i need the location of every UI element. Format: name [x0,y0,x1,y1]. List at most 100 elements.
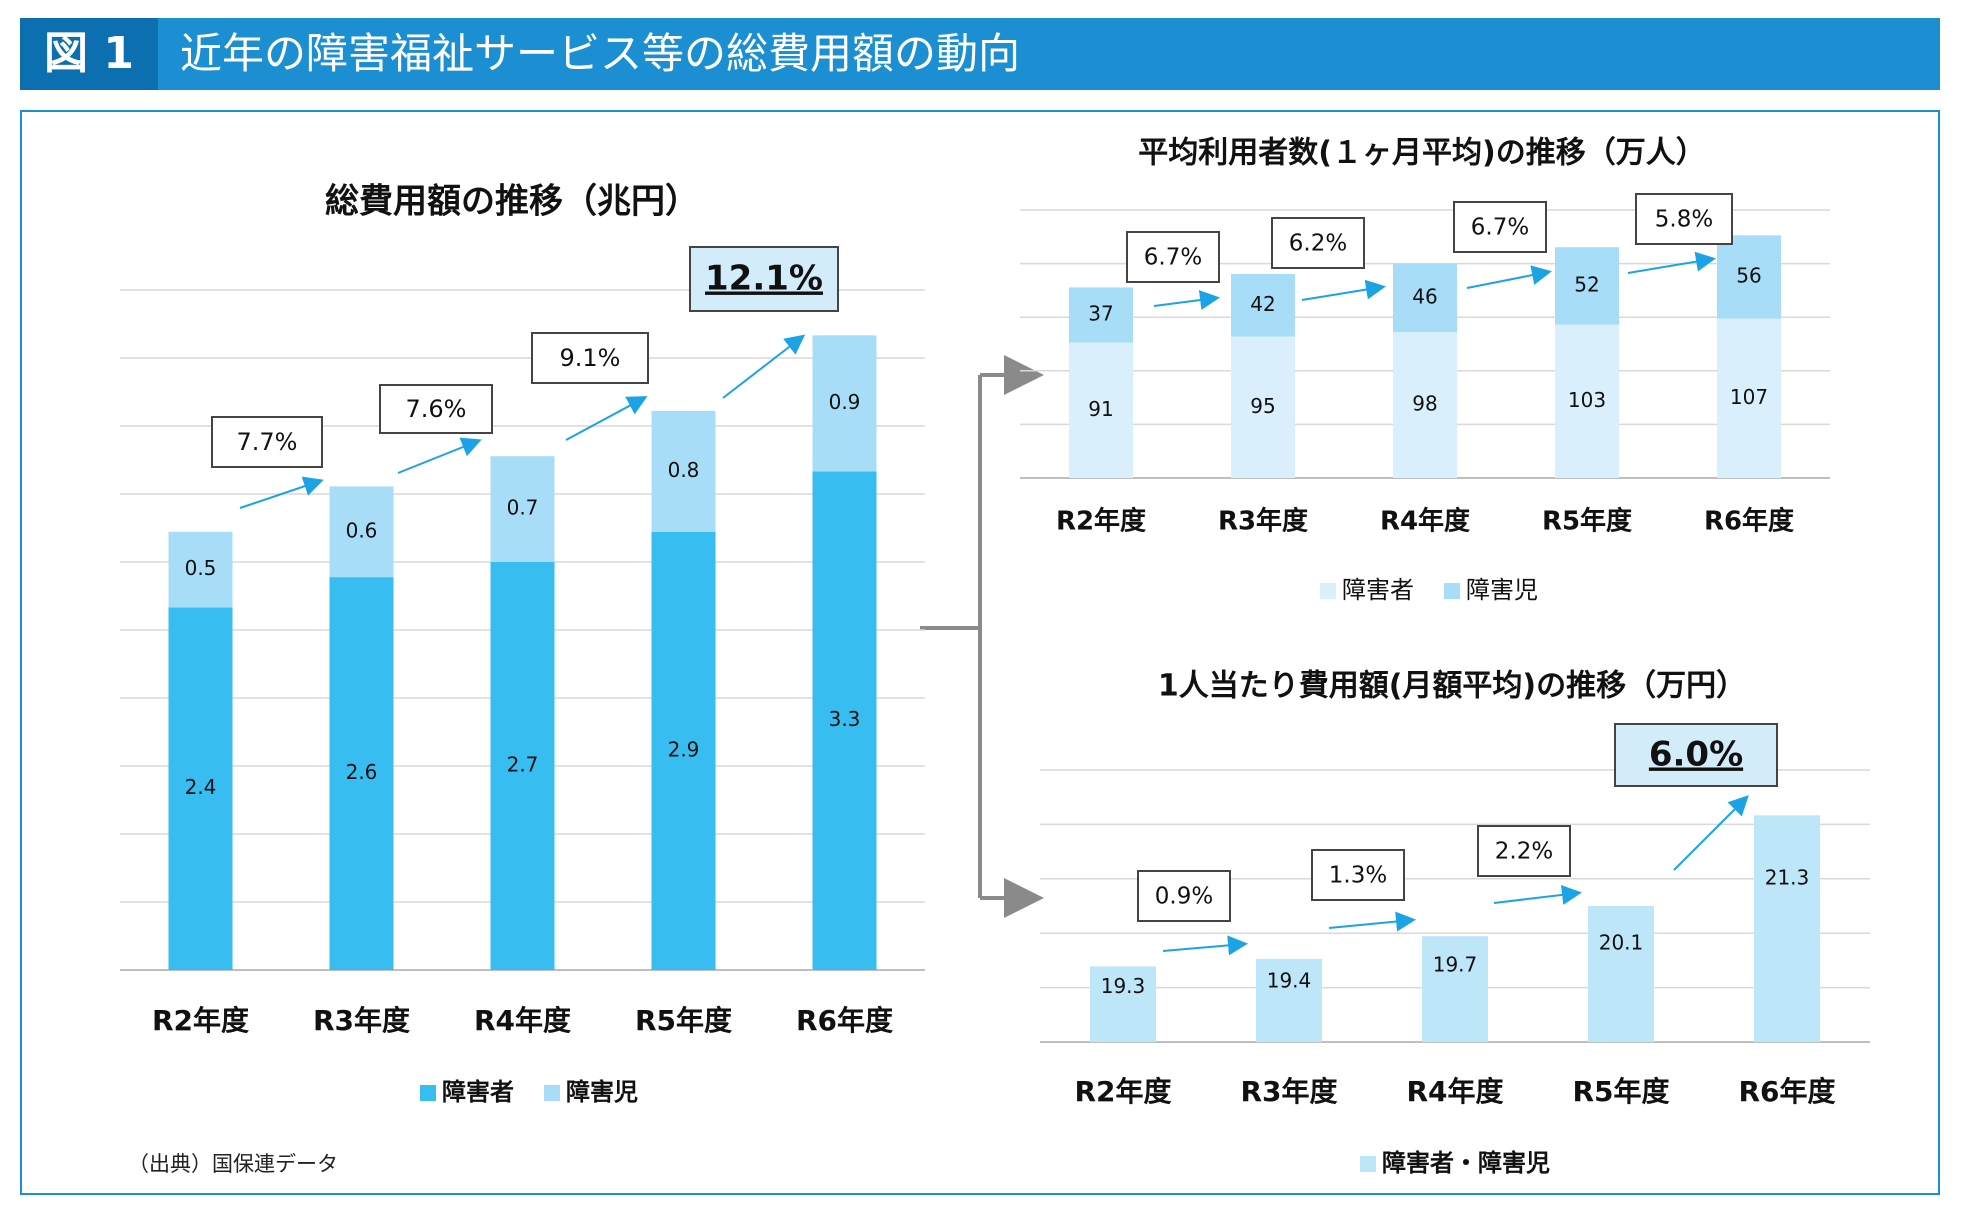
chart-title: 総費用額の推移（兆円） [325,182,699,222]
legend-label: 障害者 [442,1078,514,1106]
data-label: 0.6 [346,518,378,542]
growth-label: 6.2% [1289,231,1347,257]
growth-label: 6.7% [1471,215,1529,241]
tick-label: R3年度 [1218,506,1308,537]
bar-child [490,456,555,562]
growth-box [1635,193,1733,245]
source-note: （出典）国保連データ [128,1152,338,1176]
bar-child [812,335,877,472]
growth-arrow [722,334,806,399]
data-label: 2.6 [346,760,378,784]
data-label: 0.7 [507,496,539,520]
legend-swatch [1360,1156,1376,1172]
data-label: 37 [1088,301,1113,325]
tick-label: R6年度 [1738,1075,1835,1108]
growth-box [1137,870,1231,922]
chart-panel-3: 1人当たり費用額(月額平均)の推移（万円） 19.3 R2年度 19.4 R3年度 19.… [1040,669,1870,1177]
bar-adult [1754,815,1820,1042]
legend-swatch [420,1085,436,1101]
data-label: 0.9 [829,390,861,414]
growth-box [379,384,493,434]
tick-label: R6年度 [796,1004,893,1037]
data-label: 52 [1574,272,1599,296]
growth-arrow [239,476,324,509]
tick-label: R3年度 [1240,1075,1337,1108]
data-label: 19.3 [1101,974,1146,998]
growth-label: 12.1% [705,259,823,299]
legend-label: 障害者・障害児 [1382,1149,1550,1177]
growth-label: 7.7% [237,428,298,456]
highlight-box [689,246,839,312]
tick-label: R5年度 [1572,1075,1669,1108]
bar-adult [651,531,716,970]
growth-arrow [1328,911,1416,932]
tick-label: R4年度 [474,1004,571,1037]
growth-box [1477,825,1571,877]
data-label: 19.4 [1267,969,1312,993]
legend-label: 障害児 [566,1078,638,1106]
growth-box [1453,201,1547,253]
growth-arrow [1466,265,1552,289]
data-label: 21.3 [1765,865,1810,889]
data-label: 107 [1730,385,1768,409]
growth-arrow [1153,290,1220,310]
growth-label: 9.1% [560,344,621,372]
figure-label: 図 1 [20,18,158,90]
growth-arrow [1301,279,1386,301]
data-label: 0.8 [668,458,700,482]
bar-adult [1422,936,1488,1042]
growth-label: 2.2% [1495,839,1553,865]
growth-label: 5.8% [1655,207,1713,233]
bar-adult [490,562,555,970]
data-label: 56 [1736,264,1761,288]
data-label: 19.7 [1433,952,1478,976]
growth-label: 0.9% [1155,884,1213,910]
data-label: 95 [1250,394,1275,418]
bar-adult [812,471,877,970]
bar-child [1717,235,1781,319]
bar-child [1069,287,1133,343]
legend-label: 障害児 [1466,576,1538,604]
data-label: 2.7 [507,753,539,777]
bar-adult [168,607,233,970]
bar-adult [1555,324,1619,478]
growth-box [1311,849,1405,901]
tick-label: R5年度 [635,1004,732,1037]
tick-label: R2年度 [1074,1075,1171,1108]
data-label: 98 [1412,392,1437,416]
legend-label: 障害者 [1342,576,1414,604]
tick-label: R6年度 [1704,506,1794,537]
figure-frame [20,110,1940,1195]
tick-label: R5年度 [1542,506,1632,537]
growth-arrow [565,396,648,441]
bar-adult [1588,906,1654,1042]
bar-child [329,486,394,578]
legend-swatch [1320,583,1336,599]
growth-label: 6.7% [1144,245,1202,271]
data-label: 91 [1088,397,1113,421]
figure-title: 近年の障害福祉サービス等の総費用額の動向 [180,29,1021,78]
growth-label: 6.0% [1649,735,1743,775]
growth-arrow [397,437,482,474]
bar-child [168,531,233,608]
tick-label: R3年度 [313,1004,410,1037]
tick-label: R4年度 [1380,506,1470,537]
bar-child [1555,247,1619,325]
bar-adult [1256,958,1322,1042]
tick-label: R4年度 [1406,1075,1503,1108]
legend-swatch [1444,583,1460,599]
data-label: 2.9 [668,737,700,761]
growth-box [211,416,323,468]
bar-adult [1231,336,1295,478]
growth-box [1126,231,1220,283]
growth-arrow [1673,795,1749,871]
data-label: 2.4 [185,775,217,799]
growth-arrow [1627,251,1716,274]
chart-panel-2: 平均利用者数(１ヶ月平均)の推移（万人） 91 37 R2年度 95 42 R3年度 98 46… [1020,136,1830,604]
legend-swatch [544,1085,560,1101]
data-label: 3.3 [829,707,861,731]
bar-adult [329,577,394,970]
bar-adult [1090,966,1156,1042]
chart-title: 1人当たり費用額(月額平均)の推移（万円） [1158,669,1746,704]
